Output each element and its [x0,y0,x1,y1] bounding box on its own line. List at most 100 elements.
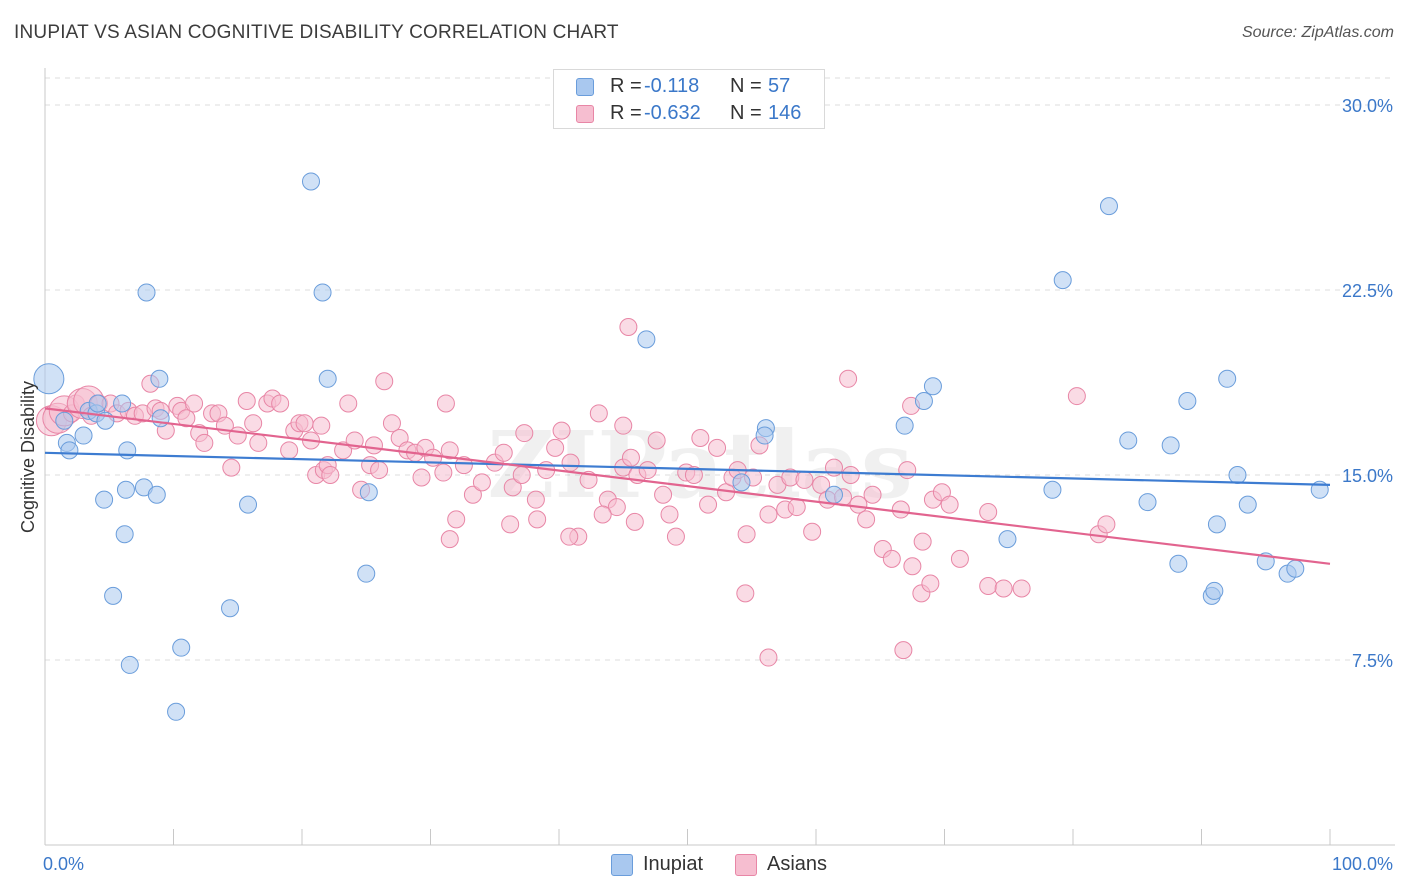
inupiat-point [1053,271,1072,290]
asians-point [839,369,858,388]
x-tick-label: 100.0% [1332,854,1393,874]
source-label: Source: ZipAtlas.com [1241,24,1394,41]
stats-legend: R = -0.118 N = 57 R = -0.632 N = 146 [553,69,825,129]
asians-point [503,478,522,497]
asians-point [501,515,520,534]
asians-point [903,557,922,576]
inupiat-point [33,363,65,395]
asians-point [736,584,755,603]
asians-point [1012,579,1031,598]
inupiat-point [147,485,166,504]
asians-point [1097,515,1116,534]
asians-point [195,433,214,452]
inupiat-swatch [576,78,594,96]
tick-labels: 7.5% 15.0% 22.5% 30.0% 0.0% 100.0% [43,96,1393,874]
asians-point [607,498,626,517]
asians-point [699,495,718,514]
inupiat-point [1169,554,1188,573]
inupiat-points [33,172,1329,721]
inupiat-point [167,702,186,721]
n-label: N = [730,102,762,124]
inupiat-point [998,530,1017,549]
asians-point [795,470,814,489]
asians-point [447,510,466,529]
inupiat-point [74,426,93,445]
asians-point [654,485,673,504]
asians-point [440,530,459,549]
asians-point [803,522,822,541]
inupiat-point [150,369,169,388]
inupiat-point [1286,559,1305,578]
asians-point [979,577,998,595]
y-tick-label: 22.5% [1342,281,1393,301]
inupiat-point [151,409,170,428]
asians-point [546,438,565,457]
asians-point [625,512,644,531]
asians-point [312,416,331,435]
inupiat-swatch [611,854,633,876]
inupiat-point [113,394,132,413]
asians-swatch [735,854,757,876]
legend-label: Asians [767,853,828,875]
inupiat-point [1178,392,1197,410]
asians-point [849,495,868,514]
inupiat-point [895,416,914,435]
inupiat-point [55,411,74,430]
asians-point [759,505,778,524]
asians-point [894,641,913,660]
asians-point [647,431,666,450]
asians-point [619,318,638,336]
inupiat-point [637,330,656,349]
inupiat-point [172,638,191,657]
asians-point [512,466,531,484]
inupiat-point [1207,515,1226,534]
asians-point [375,372,394,391]
asians-point [454,456,473,475]
legend-label: Inupiat [643,853,704,875]
asians-point [185,394,204,413]
inupiat-point [1119,431,1138,450]
inupiat-point [118,441,137,460]
asians-point [526,490,545,509]
y-tick-label: 15.0% [1342,466,1393,486]
asians-point [891,500,910,519]
inupiat-point [115,525,134,544]
inupiat-point [359,483,378,502]
inupiat-point [824,485,843,504]
y-tick-label: 7.5% [1352,651,1393,671]
r-label: R = [610,75,642,97]
asians-point [339,394,358,413]
asians-point [921,574,940,593]
inupiat-point [301,172,320,191]
asians-point [237,392,256,410]
trend-lines [44,407,1331,565]
asians-point [913,532,932,551]
asians-point [979,503,998,521]
asians-point [882,549,901,568]
asians-point [494,443,513,462]
inupiat-point [1043,480,1062,499]
asians-point [638,461,657,480]
inupiat-point [137,283,156,302]
asians-point [666,527,685,546]
asians-point [249,433,268,452]
asians-point [271,394,290,413]
inupiat-point [357,564,376,583]
grid-lines [45,77,1395,661]
inupiat-point [1218,369,1237,388]
n-label: N = [730,75,762,97]
asians-point [472,473,491,492]
asians-point [589,404,608,423]
axes [44,68,1395,846]
inupiat-point [1228,466,1247,484]
asians-point [950,549,969,568]
inupiat-point [1099,197,1118,216]
inupiat-point [313,283,332,302]
r-value: -0.632 [644,102,701,124]
asians-trend-line [44,407,1331,565]
asians-swatch [576,105,594,123]
asians-point [857,510,876,529]
inupiat-point [116,480,135,499]
n-value: 57 [768,75,791,97]
